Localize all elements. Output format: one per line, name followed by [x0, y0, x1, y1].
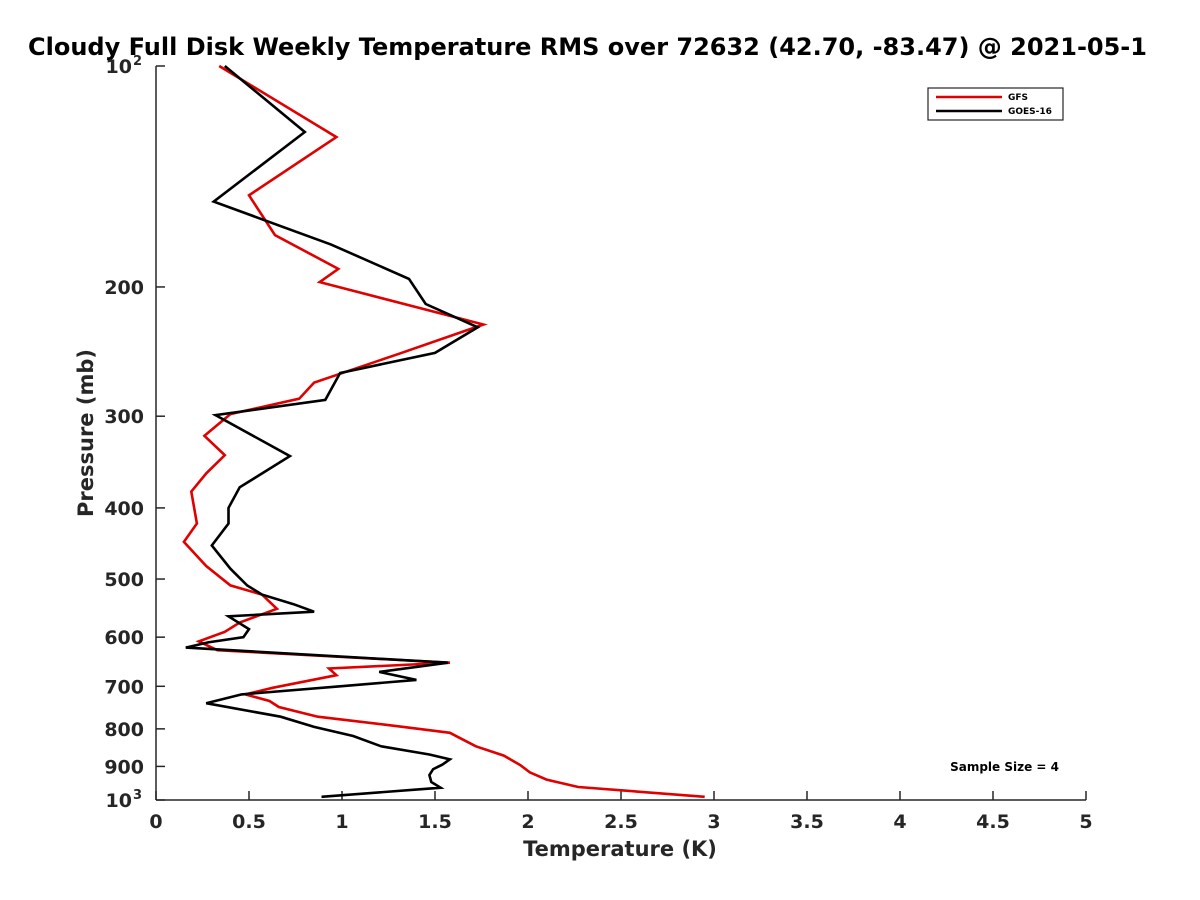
sample-size-annotation: Sample Size = 4 [950, 760, 1059, 774]
y-tick-label: 700 [104, 676, 144, 698]
series-line-goes-16 [185, 64, 481, 799]
x-tick-label: 4 [893, 811, 906, 833]
chart-title: Cloudy Full Disk Weekly Temperature RMS … [28, 33, 1147, 61]
y-tick-label: 900 [104, 756, 144, 778]
y-tick-label: 600 [104, 627, 144, 649]
x-tick-label: 1.5 [418, 811, 452, 833]
y-tick-exponent: 3 [133, 788, 142, 803]
legend-box [927, 87, 1064, 121]
y-tick-label: 300 [104, 406, 144, 428]
x-tick-label: 3.5 [790, 811, 824, 833]
series-line-gfs [182, 64, 705, 799]
y-tick-exponent: 2 [133, 54, 142, 69]
y-tick-label: 400 [104, 498, 144, 520]
legend: GFS GOES-16 [927, 87, 1064, 121]
y-tick-label: 800 [104, 719, 144, 741]
y-tick-label: 10 [106, 790, 132, 812]
y-tick-label: 500 [104, 569, 144, 591]
series-layer [182, 64, 705, 799]
legend-label: GFS [1008, 93, 1028, 103]
y-axis-label: Pressure (mb) [74, 349, 98, 517]
x-tick-label: 3 [707, 811, 720, 833]
y-tick-label: 200 [104, 277, 144, 299]
legend-label: GOES-16 [1008, 107, 1052, 117]
x-tick-label: 0.5 [232, 811, 266, 833]
y-tick-label: 10 [106, 56, 132, 78]
x-axis-label: Temperature (K) [523, 837, 717, 861]
x-tick-label: 1 [335, 811, 348, 833]
x-tick-label: 5 [1079, 811, 1092, 833]
x-tick-label: 2 [521, 811, 534, 833]
x-tick-label: 0 [149, 811, 162, 833]
x-axis: 0 0.5 1 1.5 2 2.5 3 3.5 4 4.5 5 [149, 791, 1093, 833]
x-tick-label: 2.5 [604, 811, 638, 833]
x-tick-label: 4.5 [976, 811, 1010, 833]
